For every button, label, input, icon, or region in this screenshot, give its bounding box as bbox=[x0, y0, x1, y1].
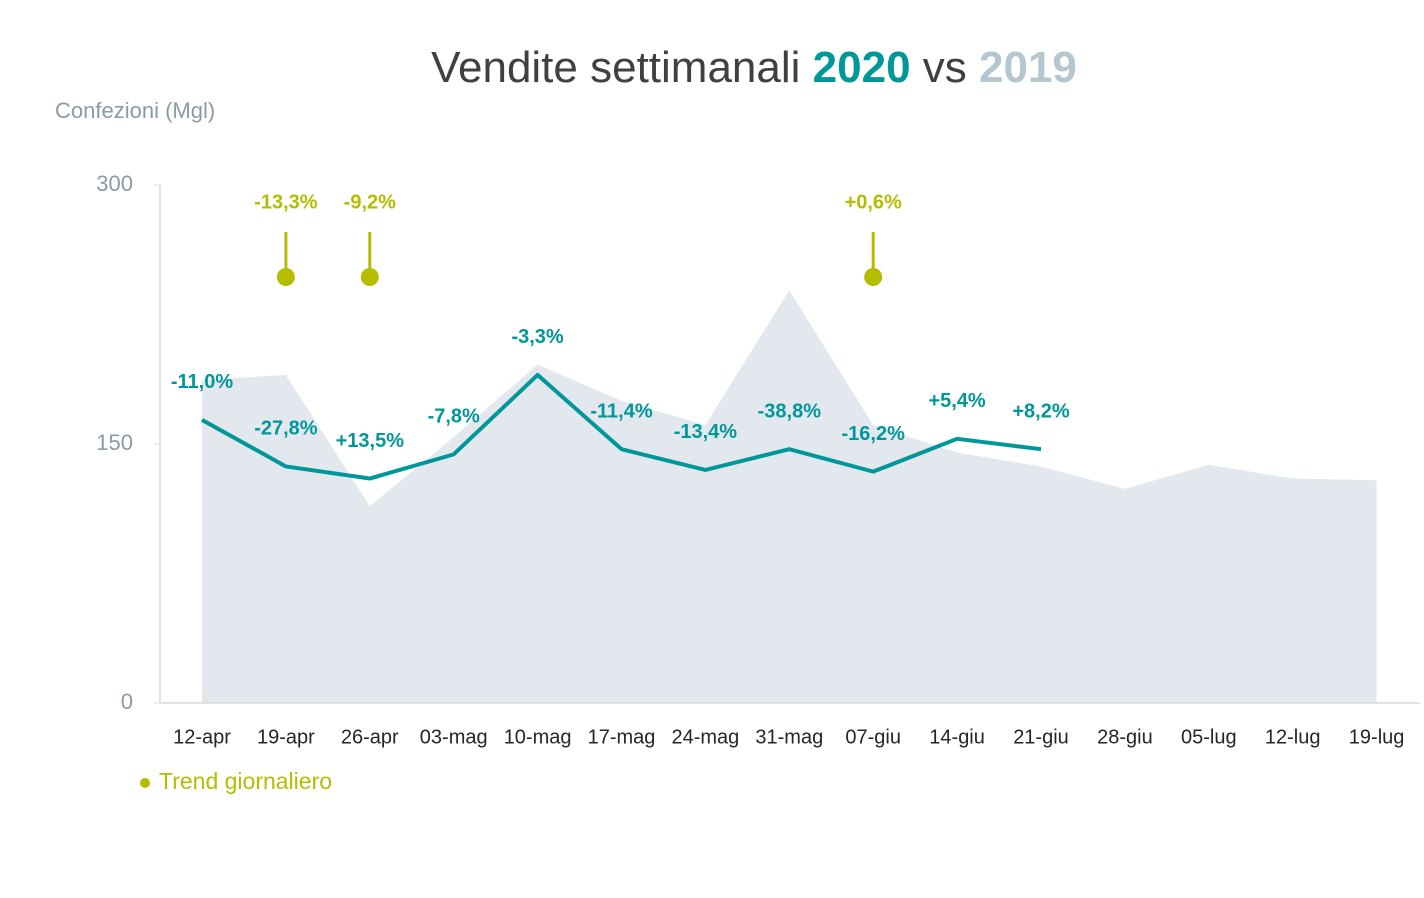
x-tick-label: 07-giu bbox=[845, 726, 901, 748]
legend-dot bbox=[140, 778, 150, 788]
title-joiner: vs bbox=[923, 43, 967, 92]
marker-dot bbox=[276, 268, 295, 286]
x-tick-label: 03-mag bbox=[420, 726, 488, 748]
data-label: +13,5% bbox=[336, 430, 405, 452]
y-tick-label: 0 bbox=[121, 689, 133, 714]
y-tick-label: 300 bbox=[96, 171, 133, 196]
legend-label: Trend giornaliero bbox=[159, 768, 332, 794]
data-label: -13,4% bbox=[674, 421, 738, 443]
x-tick-label: 19-apr bbox=[257, 726, 315, 748]
y-axis-label: Confezioni (Mgl) bbox=[55, 98, 215, 123]
x-tick-label: 24-mag bbox=[671, 726, 739, 748]
data-label: -16,2% bbox=[842, 423, 906, 445]
legend-2019: 2019 bbox=[979, 43, 1077, 92]
data-label: +5,4% bbox=[928, 390, 985, 412]
y-tick-label: 150 bbox=[96, 430, 133, 455]
marker-label: -13,3% bbox=[254, 191, 318, 213]
x-tick-label: 14-giu bbox=[929, 726, 985, 748]
x-tick-label: 21-giu bbox=[1013, 726, 1069, 748]
x-tick-label: 12-apr bbox=[173, 726, 231, 748]
x-tick-label: 10-mag bbox=[504, 726, 572, 748]
x-tick-label: 31-mag bbox=[755, 726, 823, 748]
marker-dot bbox=[360, 268, 379, 286]
title-text: Vendite settimanali bbox=[431, 43, 800, 92]
legend-2020: 2020 bbox=[813, 43, 911, 92]
x-tick-label: 26-apr bbox=[341, 726, 399, 748]
chart-title: Vendite settimanali 2020 vs 2019 bbox=[431, 43, 1077, 92]
data-label: -11,0% bbox=[171, 371, 233, 393]
x-tick-label: 19-lug bbox=[1349, 726, 1405, 748]
x-tick-label: 12-lug bbox=[1265, 726, 1321, 748]
data-label: +8,2% bbox=[1012, 400, 1069, 422]
x-tick-label: 05-lug bbox=[1181, 726, 1237, 748]
area-2019 bbox=[202, 290, 1377, 703]
data-label: -11,4% bbox=[590, 400, 652, 422]
data-label: -27,8% bbox=[254, 418, 318, 440]
data-label: -7,8% bbox=[428, 406, 480, 428]
x-tick-label: 28-giu bbox=[1097, 726, 1153, 748]
x-tick-label: 17-mag bbox=[588, 726, 656, 748]
line-2020 bbox=[201, 372, 1042, 481]
data-label: -3,3% bbox=[511, 326, 563, 348]
marker-label: +0,6% bbox=[845, 191, 902, 213]
data-label: -38,8% bbox=[758, 400, 822, 422]
marker-label: -9,2% bbox=[344, 191, 396, 213]
marker-dot bbox=[864, 268, 883, 286]
